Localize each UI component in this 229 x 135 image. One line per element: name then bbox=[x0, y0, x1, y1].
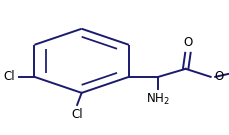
Text: O: O bbox=[213, 70, 222, 83]
Text: O: O bbox=[183, 36, 192, 49]
Text: Cl: Cl bbox=[3, 70, 15, 83]
Text: NH$_2$: NH$_2$ bbox=[146, 92, 169, 107]
Text: Cl: Cl bbox=[71, 108, 82, 121]
